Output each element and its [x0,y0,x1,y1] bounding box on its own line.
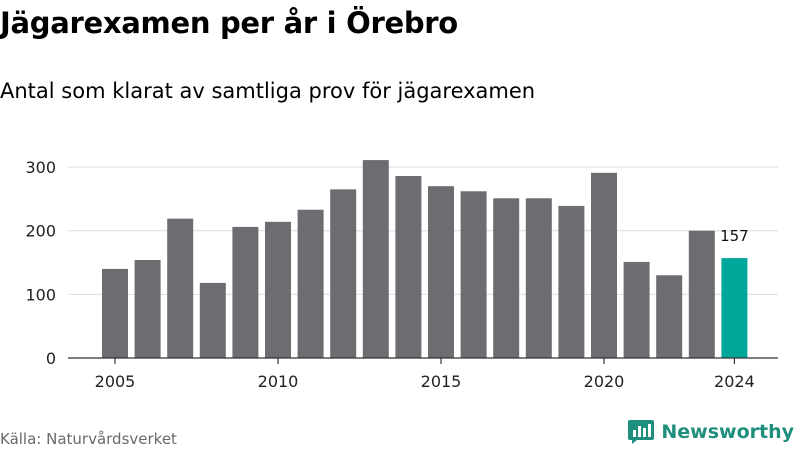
x-tick-label-2015: 2015 [421,372,462,391]
bar-2019 [558,205,585,358]
y-tick-label-0: 0 [46,349,56,368]
data-label-2024: 157 [720,227,749,245]
brand-name: Newsworthy [661,421,794,443]
bar-2014 [395,176,422,358]
y-tick-label-100: 100 [25,285,56,304]
bar-2024 [721,258,748,358]
bar-2015 [428,186,454,358]
bar-2009 [232,226,259,358]
bar-2005 [102,268,128,358]
bar-2017 [493,198,520,358]
source-note: Källa: Naturvårdsverket [0,430,177,448]
bar-2007 [167,218,194,358]
newsworthy-logo-icon [628,420,655,444]
x-tick-label-2010: 2010 [258,372,299,391]
bar-2008 [199,282,226,358]
bar-2021 [623,261,650,358]
bar-2016 [460,191,487,358]
bar-2022 [656,275,683,358]
y-tick-label-300: 300 [25,158,56,177]
bar-2006 [134,260,161,358]
bar-2010 [265,221,291,358]
bar-2013 [362,160,389,358]
bar-2020 [591,172,617,358]
y-tick-label-200: 200 [25,222,56,241]
bar-chart: 0 100 200 300 2005 2010 2015 2020 2024 157 [25,158,778,391]
chart-subtitle: Antal som klarat av samtliga prov för jä… [0,79,536,103]
bar-2012 [330,189,357,358]
x-tick-label-2024: 2024 [714,372,755,391]
x-tick-label-2020: 2020 [584,372,625,391]
bar-2018 [525,198,552,358]
bar-2011 [297,209,324,358]
newsworthy-brand[interactable]: Newsworthy [627,419,794,445]
bar-2023 [688,230,715,358]
x-tick-label-2005: 2005 [95,372,136,391]
chart-title: Jägarexamen per år i Örebro [0,6,458,40]
